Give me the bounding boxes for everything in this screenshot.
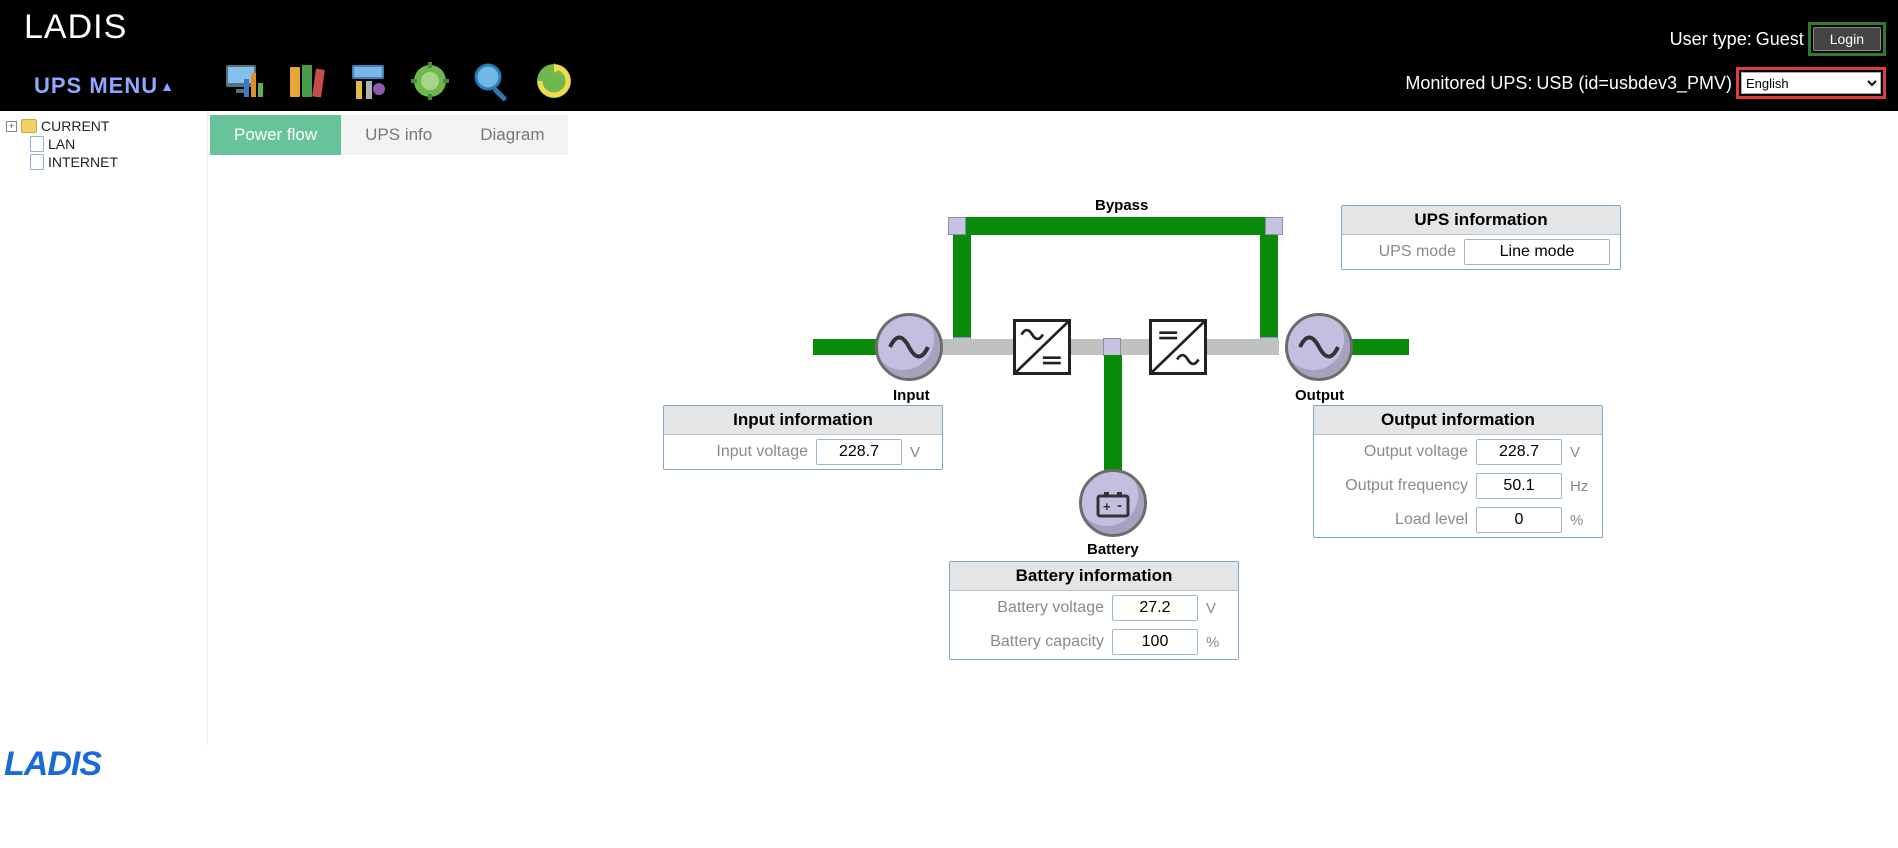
header: LADIS User type: Guest Login UPS MENU ▲ bbox=[0, 0, 1898, 111]
brand-logo-icon: LADIS bbox=[4, 743, 200, 783]
row-value: 0 bbox=[1476, 507, 1562, 533]
search-icon[interactable] bbox=[470, 59, 514, 103]
panel-title: Battery information bbox=[950, 562, 1238, 591]
user-type-label: User type: bbox=[1670, 29, 1752, 50]
brand-title: LADIS bbox=[24, 8, 127, 47]
connector-node bbox=[1103, 338, 1121, 356]
battery-node: + - bbox=[1079, 469, 1147, 537]
inverter-node bbox=[1149, 319, 1207, 375]
connector-node bbox=[1265, 217, 1283, 235]
row-unit: V bbox=[1206, 600, 1228, 617]
ups-menu-button[interactable]: UPS MENU ▲ bbox=[34, 73, 175, 99]
row-label: Battery voltage bbox=[997, 599, 1104, 617]
input-node bbox=[875, 313, 943, 381]
monitor-chart-icon[interactable] bbox=[222, 59, 266, 103]
tree-label: LAN bbox=[48, 136, 75, 152]
svg-text:LADIS: LADIS bbox=[4, 745, 102, 783]
login-highlight: Login bbox=[1808, 22, 1886, 56]
tab-ups-info[interactable]: UPS info bbox=[341, 115, 456, 155]
gear-icon[interactable] bbox=[408, 59, 452, 103]
flow-line bbox=[813, 339, 877, 355]
connector-node bbox=[948, 217, 966, 235]
language-select[interactable]: English bbox=[1741, 72, 1881, 94]
flow-line bbox=[956, 217, 1274, 235]
main-content: Power flow UPS info Diagram Bypass bbox=[208, 111, 1898, 745]
tools-icon[interactable] bbox=[346, 59, 390, 103]
panel-title: UPS information bbox=[1342, 206, 1620, 235]
books-icon[interactable] bbox=[284, 59, 328, 103]
tab-power-flow[interactable]: Power flow bbox=[210, 115, 341, 155]
input-label: Input bbox=[893, 387, 930, 404]
row-label: Output voltage bbox=[1364, 443, 1468, 461]
refresh-icon[interactable] bbox=[532, 59, 576, 103]
row-unit: V bbox=[1570, 444, 1592, 461]
tab-diagram[interactable]: Diagram bbox=[456, 115, 568, 155]
tabstrip: Power flow UPS info Diagram bbox=[210, 115, 1898, 155]
tree-item-current[interactable]: + CURRENT bbox=[6, 117, 207, 135]
battery-info-panel: Battery information Battery voltage 27.2… bbox=[949, 561, 1239, 660]
flow-line bbox=[1104, 355, 1122, 473]
row-unit: Hz bbox=[1570, 478, 1592, 495]
row-unit: V bbox=[910, 444, 932, 461]
flow-line bbox=[1351, 339, 1409, 355]
row-label: Load level bbox=[1395, 511, 1468, 529]
monitored-value: USB (id=usbdev3_PMV) bbox=[1536, 73, 1732, 94]
svg-text:+: + bbox=[1103, 499, 1111, 514]
tree-label: CURRENT bbox=[41, 118, 109, 134]
bypass-label: Bypass bbox=[1095, 197, 1148, 214]
output-node bbox=[1285, 313, 1353, 381]
flow-line-inactive bbox=[941, 339, 1013, 355]
user-type-value: Guest bbox=[1756, 29, 1804, 50]
expand-icon[interactable]: + bbox=[6, 121, 17, 132]
tree-item-internet[interactable]: INTERNET bbox=[6, 153, 207, 171]
flow-line-inactive bbox=[1207, 339, 1279, 355]
power-flow-diagram: Bypass Input bbox=[553, 165, 1553, 705]
row-value: 27.2 bbox=[1112, 595, 1198, 621]
row-value: 100 bbox=[1112, 629, 1198, 655]
language-highlight: English bbox=[1736, 67, 1886, 99]
row-unit: % bbox=[1570, 512, 1592, 529]
page-icon bbox=[30, 154, 44, 170]
output-label: Output bbox=[1295, 387, 1344, 404]
flow-line bbox=[1260, 235, 1278, 343]
ups-mode-value: Line mode bbox=[1464, 239, 1610, 265]
flow-line bbox=[953, 235, 971, 343]
svg-text:-: - bbox=[1117, 497, 1122, 514]
panel-title: Input information bbox=[664, 406, 942, 435]
ups-menu-label: UPS MENU bbox=[34, 73, 158, 99]
row-value: 228.7 bbox=[1476, 439, 1562, 465]
ups-mode-label: UPS mode bbox=[1379, 243, 1456, 261]
row-value: 228.7 bbox=[816, 439, 902, 465]
monitored-label: Monitored UPS: bbox=[1405, 73, 1532, 94]
row-unit: % bbox=[1206, 634, 1228, 651]
input-info-panel: Input information Input voltage 228.7 V bbox=[663, 405, 943, 470]
toolbar bbox=[222, 59, 576, 103]
rectifier-node bbox=[1013, 319, 1071, 375]
chevron-up-icon: ▲ bbox=[160, 78, 175, 94]
row-value: 50.1 bbox=[1476, 473, 1562, 499]
user-type-row: User type: Guest Login bbox=[1670, 22, 1886, 56]
login-button[interactable]: Login bbox=[1813, 27, 1881, 51]
panel-title: Output information bbox=[1314, 406, 1602, 435]
tree-label: INTERNET bbox=[48, 154, 118, 170]
row-label: Battery capacity bbox=[990, 633, 1104, 651]
folder-icon bbox=[21, 119, 37, 133]
battery-label: Battery bbox=[1087, 541, 1139, 558]
row-label: Output frequency bbox=[1345, 477, 1468, 495]
page-icon bbox=[30, 136, 44, 152]
output-info-panel: Output information Output voltage 228.7 … bbox=[1313, 405, 1603, 538]
row-label: Input voltage bbox=[716, 443, 808, 461]
sidebar: + CURRENT LAN INTERNET LADIS bbox=[0, 111, 208, 745]
tree-item-lan[interactable]: LAN bbox=[6, 135, 207, 153]
ups-info-panel: UPS information UPS mode Line mode bbox=[1341, 205, 1621, 270]
monitored-row: Monitored UPS: USB (id=usbdev3_PMV) Engl… bbox=[1405, 67, 1886, 99]
